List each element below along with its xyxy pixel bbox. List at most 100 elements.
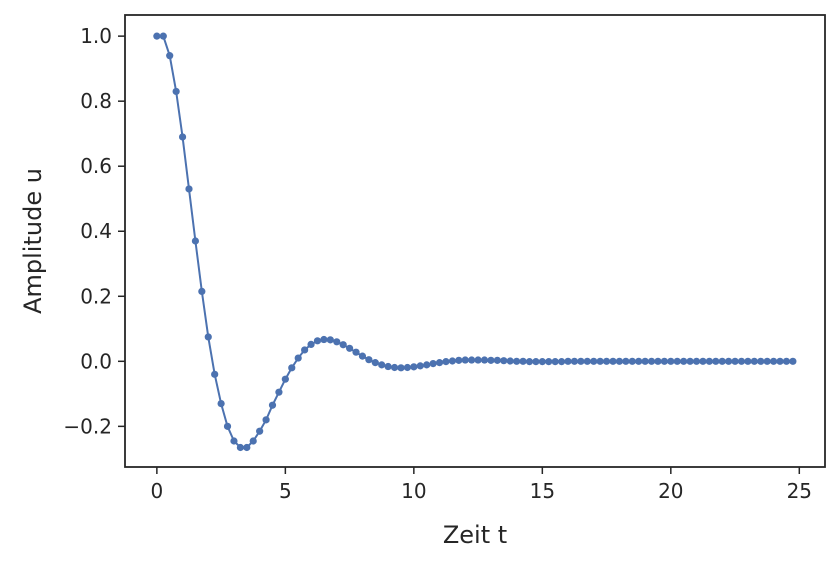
y-axis-label: Amplitude u bbox=[19, 168, 47, 314]
data-point bbox=[223, 422, 232, 430]
data-point bbox=[217, 399, 225, 408]
y-tick-label: 0.6 bbox=[80, 154, 112, 178]
x-tick-label: 5 bbox=[279, 479, 292, 503]
data-point bbox=[288, 364, 296, 372]
data-point bbox=[699, 357, 707, 365]
data-point bbox=[166, 52, 174, 60]
data-point bbox=[506, 357, 514, 365]
data-point bbox=[602, 357, 611, 365]
data-point bbox=[294, 354, 302, 362]
data-point bbox=[416, 362, 424, 370]
data-point bbox=[326, 336, 334, 344]
data-point bbox=[609, 357, 617, 365]
data-point bbox=[204, 333, 212, 341]
data-point bbox=[551, 358, 559, 366]
data-point bbox=[673, 357, 681, 365]
y-tick-label: 1.0 bbox=[80, 24, 112, 48]
data-point bbox=[371, 359, 379, 367]
data-point bbox=[705, 357, 713, 365]
data-point bbox=[185, 185, 193, 193]
data-point bbox=[403, 363, 412, 372]
data-point bbox=[480, 356, 489, 364]
data-point bbox=[268, 401, 277, 409]
data-point bbox=[249, 437, 257, 445]
data-point bbox=[429, 359, 437, 368]
series-points bbox=[153, 32, 797, 452]
y-tick-label: 0.2 bbox=[80, 284, 112, 308]
y-tick-label: 0.0 bbox=[80, 349, 112, 373]
data-point bbox=[564, 357, 572, 365]
data-point bbox=[712, 357, 720, 365]
data-point bbox=[461, 356, 469, 364]
data-point bbox=[628, 357, 636, 365]
data-point bbox=[313, 337, 322, 345]
series-line bbox=[156, 35, 793, 449]
data-point bbox=[410, 363, 418, 371]
data-point bbox=[275, 388, 283, 396]
data-point bbox=[770, 357, 778, 365]
x-tick-label: 15 bbox=[530, 479, 555, 503]
data-point bbox=[448, 357, 456, 365]
data-point bbox=[692, 357, 701, 365]
data-point bbox=[307, 340, 315, 349]
data-point bbox=[442, 358, 450, 366]
plot-area-frame bbox=[124, 14, 826, 468]
data-point bbox=[583, 357, 591, 365]
data-point bbox=[262, 416, 270, 424]
data-point bbox=[365, 356, 373, 364]
data-point bbox=[525, 358, 534, 366]
data-point bbox=[320, 335, 328, 344]
data-point bbox=[191, 237, 200, 245]
data-point bbox=[358, 352, 367, 360]
data-point bbox=[763, 357, 771, 365]
data-point bbox=[198, 287, 206, 295]
data-point bbox=[384, 362, 392, 371]
data-point bbox=[378, 361, 386, 369]
data-point bbox=[211, 370, 219, 378]
data-point bbox=[647, 357, 656, 365]
data-point bbox=[513, 357, 521, 365]
x-tick-label: 0 bbox=[150, 479, 163, 503]
data-point bbox=[172, 87, 180, 96]
data-point bbox=[159, 32, 167, 40]
y-tick-label: 0.8 bbox=[80, 89, 112, 113]
x-axis-label: Zeit t bbox=[443, 521, 507, 549]
data-point bbox=[545, 358, 553, 366]
data-point bbox=[474, 356, 482, 364]
data-point bbox=[725, 357, 733, 365]
data-point bbox=[538, 358, 546, 366]
data-point bbox=[153, 32, 161, 40]
data-point bbox=[635, 357, 643, 365]
data-point bbox=[660, 357, 668, 365]
data-point bbox=[558, 358, 566, 366]
data-point bbox=[590, 357, 598, 365]
data-point bbox=[776, 357, 784, 365]
y-tick-label: −0.2 bbox=[63, 414, 112, 438]
data-point bbox=[487, 356, 495, 364]
data-point bbox=[339, 341, 347, 349]
data-point bbox=[468, 356, 476, 364]
data-point bbox=[493, 356, 501, 364]
data-point bbox=[455, 356, 463, 364]
data-point bbox=[686, 357, 694, 365]
data-point bbox=[390, 363, 399, 372]
data-point bbox=[750, 357, 758, 365]
data-point bbox=[500, 357, 508, 365]
data-point bbox=[641, 357, 649, 365]
data-point bbox=[596, 357, 604, 365]
x-tick-label: 25 bbox=[787, 479, 812, 503]
x-tick-label: 20 bbox=[658, 479, 683, 503]
y-tick-label: 0.4 bbox=[80, 219, 112, 243]
y-axis-ticks: −0.2 0.0 0.2 0.4 0.6 0.8 1.0 bbox=[63, 24, 125, 438]
data-point bbox=[570, 357, 579, 365]
data-point bbox=[577, 357, 585, 365]
data-point bbox=[301, 346, 309, 354]
data-point bbox=[423, 361, 431, 369]
data-point bbox=[731, 357, 739, 365]
data-point bbox=[256, 427, 264, 435]
data-point bbox=[519, 357, 527, 365]
data-point bbox=[744, 357, 752, 365]
x-axis-ticks: 0 5 10 15 20 25 bbox=[150, 467, 812, 503]
data-point bbox=[435, 359, 444, 367]
